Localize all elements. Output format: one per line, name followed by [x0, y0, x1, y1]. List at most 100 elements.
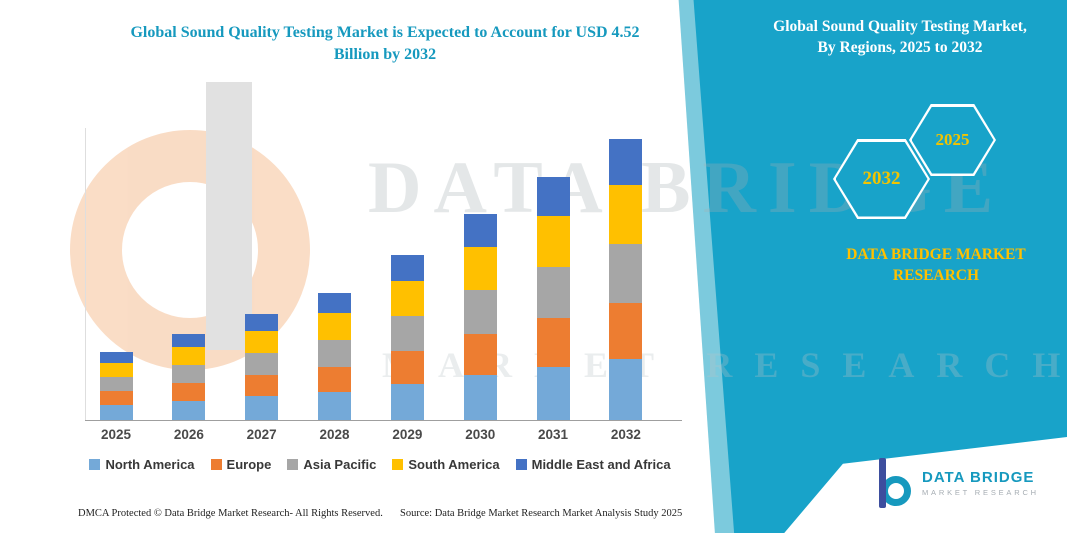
x-axis-label-2030: 2030	[465, 427, 496, 442]
bar-segment-south-america	[390, 281, 424, 317]
hexagon-fill: 2032	[835, 141, 928, 217]
bar-segment-middle-east-and-africa	[245, 313, 279, 331]
bar-segment-europe	[463, 333, 497, 375]
bar-segment-middle-east-and-africa	[463, 214, 497, 247]
bar-segment-europe	[245, 375, 279, 397]
chart-title: Global Sound Quality Testing Market is E…	[75, 22, 695, 66]
legend-label: South America	[408, 457, 500, 472]
bar-segment-middle-east-and-africa	[536, 177, 570, 217]
data-bridge-logo: DATA BRIDGE MARKET RESEARCH	[872, 458, 1039, 508]
bar-column-2032	[595, 139, 657, 420]
logo-title: DATA BRIDGE	[922, 469, 1035, 486]
bar-segment-south-america	[463, 246, 497, 291]
x-axis-labels: 2025 2026 2027 2028 2029 2030 2031 2032	[85, 427, 657, 442]
bar-segment-asia-pacific	[609, 243, 643, 303]
panel-title: Global Sound Quality Testing Market, By …	[742, 16, 1058, 58]
legend-label: Asia Pacific	[303, 457, 377, 472]
bar-segment-north-america	[463, 374, 497, 420]
hexagon-icon: 2032	[833, 139, 930, 219]
bar-segment-middle-east-and-africa	[99, 352, 133, 363]
dmca-notice: DMCA Protected © Data Bridge Market Rese…	[78, 508, 383, 519]
bar-segment-north-america	[99, 405, 133, 420]
y-axis-line	[85, 128, 86, 420]
bar-segment-south-america	[536, 216, 570, 268]
bar-segment-south-america	[318, 313, 352, 340]
bar-segment-north-america	[245, 396, 279, 420]
bar-segment-asia-pacific	[172, 365, 206, 384]
source-note: Source: Data Bridge Market Research Mark…	[400, 508, 683, 519]
stacked-bar-chart	[85, 128, 657, 420]
watermark-bar-icon	[206, 82, 252, 350]
panel-title-line2: By Regions, 2025 to 2032	[817, 39, 983, 56]
legend-label: North America	[105, 457, 195, 472]
stacked-bar-2031	[536, 177, 570, 420]
bar-segment-europe	[99, 391, 133, 406]
x-axis-line	[85, 420, 682, 421]
legend-item-europe: Europe	[210, 457, 272, 472]
bar-segment-south-america	[172, 347, 206, 366]
bar-segment-asia-pacific	[463, 290, 497, 334]
x-axis-label-2025: 2025	[100, 427, 132, 442]
bar-segment-asia-pacific	[536, 267, 570, 319]
bar-segment-middle-east-and-africa	[318, 293, 352, 314]
bar-segment-middle-east-and-africa	[390, 255, 424, 282]
bar-segment-north-america	[318, 392, 352, 420]
bar-segment-north-america	[172, 400, 206, 420]
legend-label: Middle East and Africa	[531, 457, 671, 472]
stacked-bar-2029	[390, 255, 424, 420]
bar-column-2027	[231, 313, 293, 420]
x-axis-label-2028: 2028	[319, 427, 350, 442]
legend-item-south-america: South America	[392, 457, 500, 472]
logo-bar-icon	[879, 458, 886, 508]
x-axis-label-2026: 2026	[173, 427, 204, 442]
bar-segment-south-america	[99, 362, 133, 378]
panel-title-line1: Global Sound Quality Testing Market,	[773, 18, 1027, 35]
x-axis-label-2027: 2027	[246, 427, 277, 442]
stacked-bar-2030	[463, 214, 497, 420]
logo-text: DATA BRIDGE MARKET RESEARCH	[922, 469, 1039, 497]
bar-segment-south-america	[245, 330, 279, 353]
legend-swatch-icon	[287, 459, 299, 470]
legend-label: Europe	[226, 457, 272, 472]
bar-column-2031	[522, 177, 584, 420]
bar-segment-middle-east-and-africa	[172, 333, 206, 348]
stacked-bar-2032	[609, 139, 643, 420]
chart-title-line2: Billion by 2032	[333, 46, 437, 63]
bar-segment-asia-pacific	[390, 316, 424, 352]
stacked-bar-2025	[99, 352, 133, 420]
bar-column-2030	[449, 214, 511, 420]
bar-column-2026	[158, 333, 220, 420]
bar-segment-asia-pacific	[318, 339, 352, 367]
x-axis-label-2032: 2032	[610, 427, 641, 442]
legend-swatch-icon	[210, 459, 222, 470]
hexagon-2032-badge: 2032	[833, 139, 930, 219]
hexagon-year-label: 2025	[935, 130, 970, 149]
hexagon-fill: 2025	[911, 106, 994, 174]
bar-segment-europe	[536, 318, 570, 367]
legend-item-asia-pacific: Asia Pacific	[287, 457, 376, 472]
legend-swatch-icon	[89, 459, 101, 470]
bar-segment-south-america	[609, 184, 643, 244]
bar-segment-middle-east-and-africa	[609, 139, 643, 185]
hexagon-icon: 2025	[909, 104, 996, 176]
hexagon-year-label: 2032	[862, 168, 901, 189]
x-axis-label-2029: 2029	[392, 427, 423, 442]
bar-segment-asia-pacific	[245, 352, 279, 376]
legend-swatch-icon	[392, 459, 404, 470]
chart-title-line1: Global Sound Quality Testing Market is E…	[130, 24, 640, 41]
bar-segment-europe	[609, 302, 643, 359]
bar-segment-europe	[318, 366, 352, 393]
bar-segment-north-america	[536, 366, 570, 420]
logo-subtitle: MARKET RESEARCH	[922, 488, 1039, 497]
x-axis-label-2031: 2031	[538, 427, 569, 442]
bar-segment-europe	[390, 351, 424, 384]
chart-legend: North America Europe Asia Pacific South Ame…	[60, 457, 700, 472]
legend-item-middle-east-and-africa: Middle East and Africa	[515, 457, 671, 472]
bar-segment-europe	[172, 383, 206, 401]
data-bridge-b-icon	[872, 458, 914, 508]
bar-segment-north-america	[390, 383, 424, 420]
legend-swatch-icon	[515, 459, 527, 470]
bar-column-2028	[304, 293, 366, 420]
